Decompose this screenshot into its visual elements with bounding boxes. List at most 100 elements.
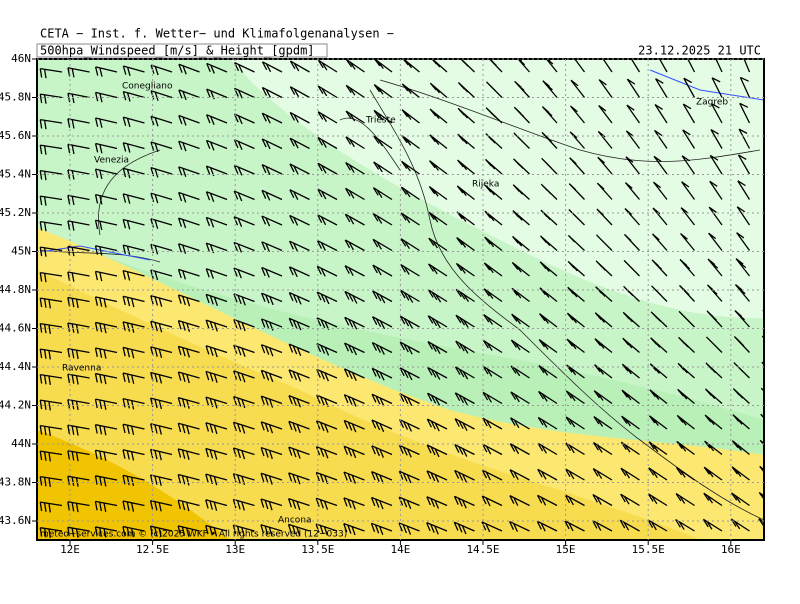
- coastline: [39, 79, 764, 521]
- wind-barb: [261, 189, 283, 201]
- wind-barb: [538, 313, 558, 328]
- wind-barb: [344, 187, 365, 201]
- wind-barb: [428, 237, 448, 252]
- wind-barb: [630, 59, 641, 73]
- wind-barb: [67, 220, 90, 231]
- y-tick-label: 45.4N: [0, 168, 31, 181]
- wind-barb: [315, 497, 338, 510]
- x-tick-label: 13E: [225, 543, 245, 556]
- wind-barb: [566, 338, 585, 354]
- wind-barb: [177, 268, 200, 280]
- wind-barb: [39, 144, 63, 155]
- wind-barb: [370, 522, 393, 536]
- wind-barb: [509, 495, 530, 507]
- river: [39, 69, 764, 261]
- wind-barb: [620, 467, 640, 481]
- wind-barb: [428, 263, 448, 277]
- wind-barb: [150, 371, 173, 384]
- wind-barb: [708, 206, 723, 226]
- wind-barb: [205, 293, 228, 306]
- wind-barb: [624, 208, 640, 226]
- wind-barb: [565, 416, 585, 430]
- wind-barb: [655, 78, 668, 98]
- wind-barb: [316, 343, 338, 356]
- x-tick-label: 12.5E: [136, 543, 169, 556]
- y-tick-label: 43.6N: [0, 514, 31, 527]
- wind-barb: [565, 442, 585, 456]
- wind-barb: [39, 399, 63, 411]
- wind-barb: [621, 363, 640, 379]
- wind-barb: [427, 315, 448, 329]
- wind-barb: [316, 239, 338, 252]
- wind-barb: [731, 466, 750, 481]
- wind-barb: [399, 367, 420, 381]
- wind-barb: [654, 103, 668, 124]
- wind-barb: [122, 500, 145, 512]
- wind-barb: [509, 520, 530, 532]
- wind-barb: [565, 390, 585, 405]
- wind-barb: [541, 131, 558, 149]
- wind-barb: [232, 524, 255, 537]
- wind-barb: [234, 62, 255, 73]
- x-tick-label: 12E: [60, 543, 80, 556]
- wind-barb: [541, 157, 558, 175]
- wind-barb: [122, 142, 145, 153]
- wind-barb: [205, 191, 228, 202]
- wind-barb: [344, 213, 365, 226]
- wind-barb: [513, 106, 530, 124]
- wind-barb: [317, 59, 338, 73]
- wind-barb: [39, 220, 63, 232]
- city-label: Trieste: [365, 116, 396, 126]
- wind-barb: [372, 212, 393, 226]
- wind-barb: [702, 518, 723, 532]
- wind-barb: [288, 472, 310, 485]
- wind-barb: [205, 396, 228, 409]
- wind-barb: [94, 142, 118, 154]
- wind-barb: [260, 524, 283, 537]
- wind-barb: [675, 492, 695, 507]
- y-tick-label: 44N: [11, 437, 31, 450]
- wind-barb: [205, 345, 228, 358]
- wind-barb: [398, 522, 420, 535]
- wind-barb: [289, 86, 310, 99]
- wind-barb: [233, 190, 255, 202]
- wind-barb: [453, 521, 475, 535]
- wind-barb: [681, 181, 696, 200]
- wind-barb: [372, 264, 393, 277]
- wind-barb: [647, 493, 668, 507]
- wind-barb: [149, 499, 173, 512]
- wind-barb: [122, 474, 145, 487]
- wind-barb: [653, 155, 668, 175]
- wind-barb: [511, 287, 530, 303]
- wind-barb: [288, 292, 310, 305]
- wind-barb: [426, 470, 448, 483]
- wind-barb: [67, 322, 90, 334]
- wind-barb: [739, 102, 751, 124]
- wind-barb: [205, 216, 228, 228]
- wind-barb: [122, 525, 145, 538]
- wind-barb: [122, 346, 145, 359]
- wind-barb: [481, 495, 503, 507]
- wind-barb: [481, 521, 503, 533]
- wind-barb: [94, 194, 118, 205]
- x-tick-label: 15.5E: [632, 543, 665, 556]
- wind-barb: [150, 346, 173, 358]
- wind-barb: [205, 370, 228, 383]
- wind-barb: [233, 318, 255, 332]
- wind-barb: [39, 501, 63, 513]
- wind-barb: [343, 523, 365, 536]
- wind-barb: [94, 219, 118, 231]
- wind-barb: [567, 286, 585, 302]
- wind-barb: [122, 244, 145, 256]
- wind-barb: [540, 235, 558, 251]
- wind-barb: [39, 271, 63, 283]
- wind-barb: [454, 392, 475, 406]
- wind-barb: [649, 389, 668, 405]
- wind-barb: [457, 159, 475, 175]
- wind-barb: [592, 519, 613, 532]
- wind-barb: [401, 134, 420, 150]
- wind-barb: [426, 418, 448, 432]
- wind-barb: [67, 67, 90, 78]
- wind-barb: [94, 66, 118, 77]
- wind-barb: [344, 239, 365, 252]
